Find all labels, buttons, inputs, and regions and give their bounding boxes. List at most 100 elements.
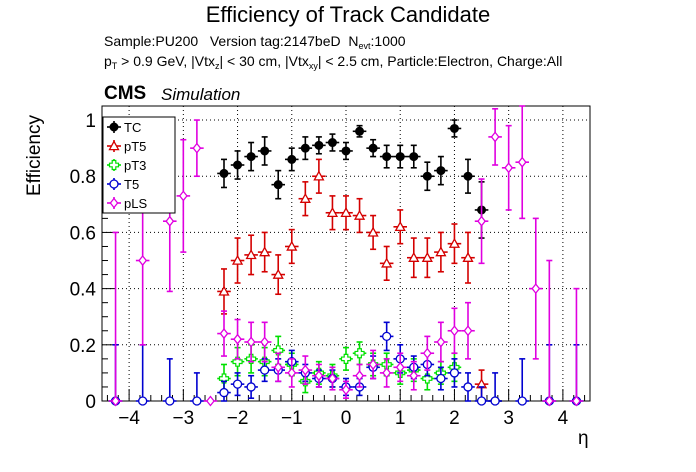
marker-t5 bbox=[260, 365, 270, 375]
marker-tc bbox=[233, 160, 243, 170]
data-point-pt5 bbox=[420, 237, 435, 279]
marker-pt3 bbox=[422, 373, 433, 384]
data-point-t5 bbox=[379, 321, 394, 352]
data-point-pls bbox=[271, 352, 285, 383]
data-point-pls bbox=[190, 119, 204, 178]
data-point-t5 bbox=[244, 374, 258, 399]
marker-pls bbox=[206, 395, 215, 407]
y-tick-label: 0.4 bbox=[70, 280, 97, 301]
marker-tc bbox=[246, 152, 256, 162]
marker-pls bbox=[531, 283, 541, 295]
marker-pls bbox=[436, 336, 446, 348]
data-point-t5 bbox=[135, 344, 150, 406]
data-point-pls bbox=[515, 105, 529, 220]
marker-pt5 bbox=[259, 246, 271, 257]
subtitle-sample-line: Sample:PU200 Version tag:2147beD Nevt:10… bbox=[104, 33, 406, 51]
data-point-pt5 bbox=[379, 245, 394, 281]
marker-pls bbox=[477, 215, 486, 227]
nevt-prefix: N bbox=[348, 33, 359, 49]
marker-t5 bbox=[246, 382, 256, 392]
legend-box bbox=[102, 116, 176, 214]
x-tick-label: 1 bbox=[395, 408, 406, 429]
data-point-tc bbox=[271, 169, 285, 200]
axis-layer: −4 −3 −2 −1 0 1 2 3 4 0 0.2 0.4 0.6 0.8 1 bbox=[70, 105, 591, 429]
marker-pls bbox=[517, 156, 527, 168]
marker-t5 bbox=[232, 379, 243, 389]
data-point-tc bbox=[434, 155, 448, 186]
marker-tc bbox=[341, 146, 351, 156]
data-point-pls bbox=[366, 349, 380, 380]
data-point-t5 bbox=[515, 358, 529, 406]
data-point-pt5 bbox=[244, 234, 258, 276]
legend-marker bbox=[109, 197, 119, 209]
marker-t5 bbox=[138, 396, 148, 406]
data-point-tc bbox=[339, 141, 353, 161]
marker-tc bbox=[314, 140, 324, 150]
legend-item-tc: TC bbox=[107, 120, 141, 135]
data-point-t5 bbox=[257, 358, 272, 383]
marker-pls bbox=[260, 336, 270, 348]
marker-tc bbox=[327, 138, 337, 148]
marker-t5 bbox=[517, 396, 527, 406]
marker-tc bbox=[273, 180, 283, 190]
legend-marker bbox=[109, 179, 119, 189]
marker-pt5 bbox=[299, 192, 311, 203]
x-tick-label: 0 bbox=[341, 408, 352, 429]
data-point-pt5 bbox=[285, 228, 299, 265]
marker-pt5 bbox=[462, 251, 474, 262]
data-point-pt5 bbox=[407, 237, 421, 279]
marker-t5 bbox=[382, 331, 392, 342]
data-point-t5 bbox=[488, 372, 502, 406]
data-point-pls bbox=[285, 358, 299, 388]
nevt-subscript: evt bbox=[358, 41, 371, 51]
data-point-pt5 bbox=[447, 223, 462, 265]
data-point-tc bbox=[217, 158, 231, 189]
data-point-pt5 bbox=[461, 231, 475, 284]
legend-item-pls: pLS bbox=[107, 196, 147, 211]
nevt-value: :1000 bbox=[370, 33, 406, 49]
data-point-pt5 bbox=[257, 231, 272, 273]
marker-pt3 bbox=[354, 348, 365, 359]
legend-item-pt5: pT5 bbox=[107, 139, 146, 154]
marker-pls bbox=[450, 325, 459, 337]
subtitle-cuts-line: pT > 0.9 GeV, |Vtxz| < 30 cm, |Vtxxy| < … bbox=[104, 53, 562, 71]
sample-label: Sample:PU200 bbox=[104, 33, 199, 49]
marker-pls bbox=[422, 347, 432, 359]
legend-marker bbox=[108, 159, 120, 171]
marker-pt5 bbox=[272, 268, 284, 279]
marker-t5 bbox=[463, 382, 473, 392]
data-point-tc bbox=[393, 144, 407, 169]
legend-label: pT5 bbox=[124, 139, 146, 154]
marker-pls bbox=[178, 190, 188, 202]
data-point-t5 bbox=[474, 386, 489, 406]
y-tick-label: 1 bbox=[85, 111, 96, 132]
data-point-tc bbox=[285, 147, 299, 172]
marker-tc bbox=[449, 123, 459, 133]
data-point-t5 bbox=[447, 358, 462, 388]
marker-pls bbox=[395, 361, 405, 373]
data-point-pls bbox=[203, 395, 218, 407]
legend-label: T5 bbox=[124, 177, 139, 192]
data-point-pls bbox=[461, 301, 475, 360]
marker-pls bbox=[273, 361, 283, 373]
y-tick-label: 0.6 bbox=[70, 223, 96, 244]
simulation-label: Simulation bbox=[161, 85, 241, 104]
marker-tc bbox=[436, 166, 446, 176]
marker-tc bbox=[395, 152, 405, 162]
data-point-pls bbox=[176, 138, 191, 253]
marker-pt5 bbox=[245, 249, 257, 260]
x-tick-label: −4 bbox=[118, 408, 140, 429]
marker-pls bbox=[328, 372, 337, 385]
data-point-t5 bbox=[163, 358, 177, 406]
marker-t5 bbox=[449, 368, 460, 378]
marker-pls bbox=[409, 370, 419, 382]
data-point-t5 bbox=[190, 372, 204, 406]
marker-pls bbox=[504, 162, 514, 174]
marker-pls bbox=[382, 367, 392, 379]
marker-tc bbox=[382, 152, 392, 162]
x-tick-label: −1 bbox=[281, 408, 303, 429]
marker-pt5 bbox=[381, 257, 393, 268]
marker-pls bbox=[192, 142, 202, 154]
vtxz-subscript: z bbox=[214, 61, 220, 71]
marker-pt5 bbox=[231, 254, 244, 265]
